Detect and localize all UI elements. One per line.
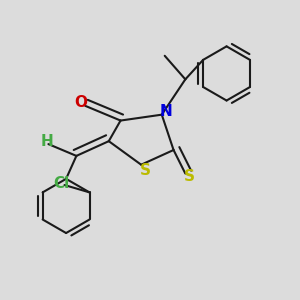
- Text: O: O: [74, 95, 87, 110]
- Text: Cl: Cl: [53, 176, 70, 191]
- Text: N: N: [160, 104, 172, 119]
- Text: S: S: [140, 163, 151, 178]
- Text: H: H: [40, 134, 53, 149]
- Text: S: S: [184, 169, 195, 184]
